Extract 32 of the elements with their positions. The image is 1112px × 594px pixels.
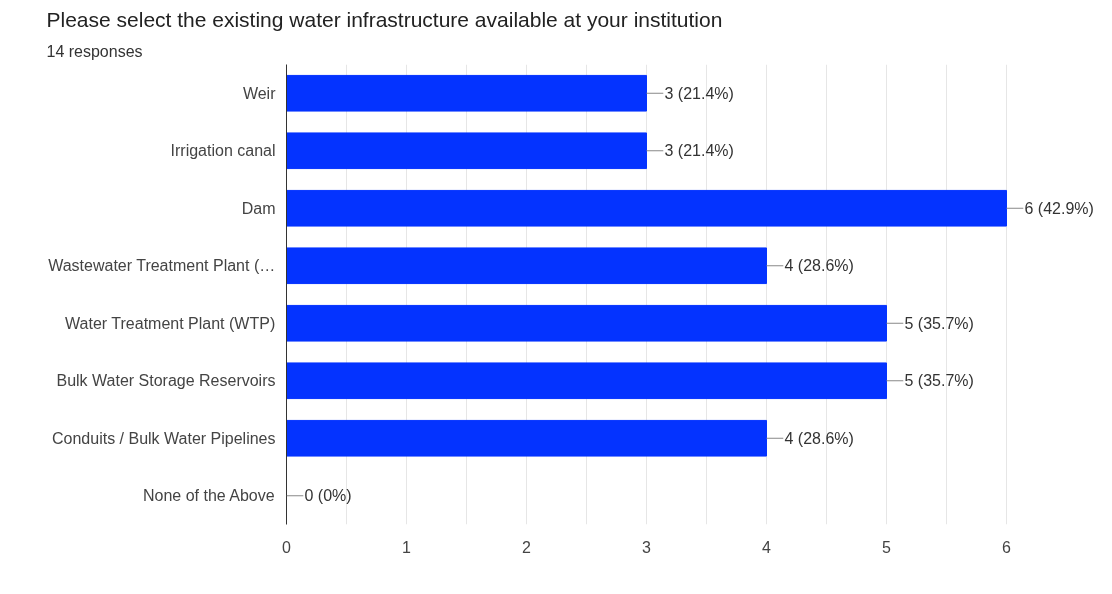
data-label: 4 (28.6%) [784,429,854,447]
y-tick-label: Conduits / Bulk Water Pipelines [51,429,276,447]
bar [286,362,887,400]
y-tick-label: Irrigation canal [170,142,276,160]
y-tick-label: Bulk Water Storage Reservoirs [56,372,276,390]
x-tick-label: 0 [282,538,292,556]
bar [286,304,887,342]
x-tick-label: 3 [642,538,652,556]
x-tick-label: 2 [522,538,532,556]
y-tick-label: Wastewater Treatment Plant (… [48,257,276,275]
y-tick-label: Dam [241,199,276,217]
bar [286,74,647,112]
data-label: 5 (35.7%) [904,314,974,332]
bar [286,132,647,170]
data-label: 5 (35.7%) [904,372,974,390]
x-tick-label: 5 [882,538,892,556]
bar [286,189,1007,227]
data-label: 3 (21.4%) [664,84,734,102]
y-tick-label: None of the Above [142,487,275,505]
y-tick-label: Weir [242,84,277,102]
data-label: 4 (28.6%) [784,257,854,275]
x-tick-label: 6 [1002,538,1012,556]
text: 14 responses [46,42,143,60]
x-tick-label: 4 [762,538,772,556]
data-label: 6 (42.9%) [1024,199,1094,217]
y-tick-label: Water Treatment Plant (WTP) [65,314,276,332]
bar [286,247,767,285]
bar [286,419,767,457]
x-tick-label: 1 [402,538,412,556]
data-label: 3 (21.4%) [664,142,734,160]
chart-title: Please select the existing water infrastructure available at your institution [46,7,723,31]
data-label: 0 (0%) [304,487,352,505]
